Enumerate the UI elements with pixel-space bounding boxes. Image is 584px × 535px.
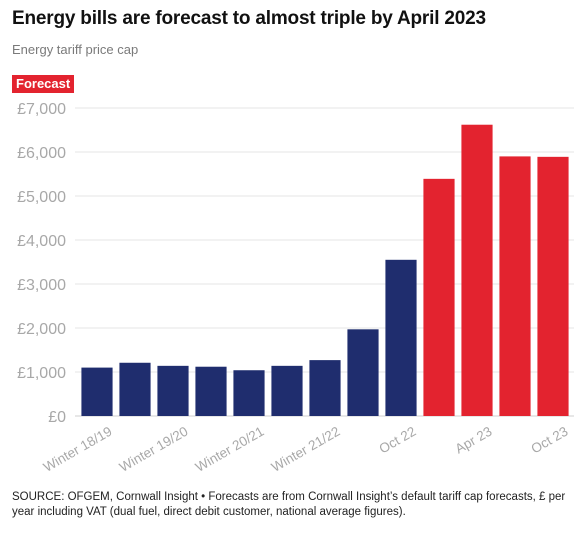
bar [81, 367, 113, 416]
bar [195, 366, 227, 416]
x-tick-label: Oct 22 [377, 424, 419, 457]
x-tick-label: Apr 23 [453, 424, 495, 457]
y-tick-label: £2,000 [17, 321, 66, 338]
bar-chart: £0 £1,000 £2,000 £3,000 £4,000 £5,000 £6,000 £7… [17, 101, 574, 475]
chart-title: Energy bills are forecast to almost trip… [12, 8, 486, 29]
x-tick-label: Winter 18/19 [41, 424, 115, 475]
y-axis-ticks: £0 £1,000 £2,000 £3,000 £4,000 £5,000 £6,000 £7… [17, 101, 66, 426]
x-tick-label: Winter 21/22 [269, 424, 343, 475]
bar [233, 370, 265, 416]
bar [499, 156, 531, 416]
x-axis-ticks: Winter 18/19 Winter 19/20 Winter 20/21 Wint… [41, 424, 571, 475]
bar [461, 124, 493, 416]
y-tick-label: £6,000 [17, 145, 66, 162]
y-tick-label: £5,000 [17, 189, 66, 206]
bar [423, 178, 455, 416]
chart-subtitle: Energy tariff price cap [12, 42, 139, 57]
x-tick-label: Oct 23 [529, 424, 571, 457]
bar [271, 365, 303, 416]
y-tick-label: £0 [48, 409, 66, 426]
source-note: SOURCE: OFGEM, Cornwall Insight • Foreca… [12, 491, 566, 518]
bar [385, 259, 417, 416]
y-tick-label: £4,000 [17, 233, 66, 250]
bars [81, 124, 569, 416]
y-tick-label: £1,000 [17, 365, 66, 382]
bar [537, 156, 569, 416]
bar [309, 360, 341, 416]
forecast-badge: Forecast [12, 75, 75, 93]
bar [157, 365, 189, 416]
y-tick-label: £3,000 [17, 277, 66, 294]
bar [347, 329, 379, 416]
bar [119, 362, 151, 416]
x-tick-label: Winter 20/21 [193, 424, 267, 475]
y-tick-label: £7,000 [17, 101, 66, 118]
x-tick-label: Winter 19/20 [117, 424, 191, 475]
